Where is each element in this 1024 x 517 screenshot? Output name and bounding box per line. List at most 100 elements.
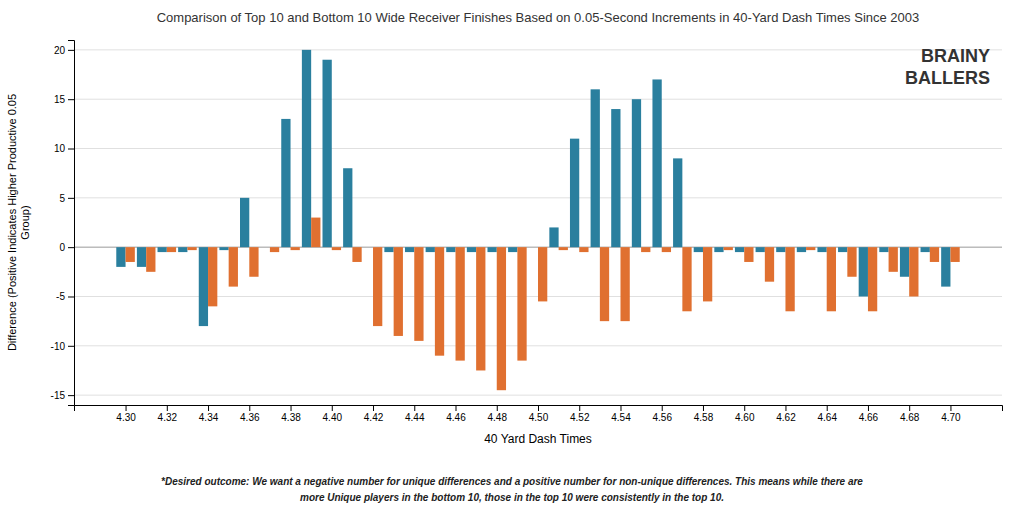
tick: 4.52 [570,405,590,423]
bar [806,247,815,250]
tick: 4.70 [941,405,961,423]
tick-mark [68,99,74,100]
axis-line [75,406,1003,412]
tick-label: 4.58 [694,412,714,423]
bar [889,247,898,272]
tick-mark [208,405,209,411]
grid-line [74,197,1002,198]
logo-text: BALLERS [905,68,990,88]
grid [74,50,1002,395]
tick-mark [249,405,250,411]
tick-label: 4.48 [488,412,508,423]
bar [682,247,691,311]
chart: 4.304.324.344.364.384.404.424.444.464.48… [0,0,1024,517]
bar [487,247,496,252]
tick-label: 4.70 [941,412,961,423]
bar [900,247,909,277]
tick-label: 20 [54,45,66,56]
bar [373,247,382,326]
bar [579,247,588,252]
x-axis: 4.304.324.344.364.384.404.424.444.464.48… [75,405,1003,423]
bar [641,247,650,252]
bar [538,247,547,301]
series [116,50,950,326]
grid-line [74,99,1002,100]
tick-mark [744,405,745,411]
tick: 4.50 [529,405,549,423]
bar [703,247,712,301]
tick-mark [68,50,74,51]
bar [261,247,270,248]
tick: 20 [54,45,74,56]
bar [187,247,196,250]
tick-mark [827,405,828,411]
tick-mark [538,405,539,411]
bar [632,99,641,247]
tick-label: -15 [51,390,66,401]
bar [456,247,465,360]
tick: -15 [51,390,74,401]
bar [219,247,228,250]
bar [673,158,682,247]
plot: 4.304.324.344.364.384.404.424.444.464.48… [51,41,1003,424]
bar [817,247,826,252]
grid-line [74,49,1002,50]
tick-label: 4.36 [240,412,260,423]
bar [662,247,671,252]
tick: -5 [56,291,74,302]
tick: 4.66 [859,405,879,423]
tick-label: 4.60 [735,412,755,423]
bar [240,198,249,247]
bar [208,247,217,306]
grid-line [74,148,1002,149]
tick-mark [868,405,869,411]
bar [559,247,568,250]
tick-label: 4.44 [405,412,425,423]
tick: 4.68 [900,405,920,423]
tick: 4.42 [364,405,384,423]
bar [508,247,517,252]
bar [497,247,506,390]
tick-mark [68,296,74,297]
bar [126,247,135,262]
bar [343,168,352,247]
bar [137,247,146,267]
tick-label: 4.68 [900,412,920,423]
tick-label: 4.30 [116,412,136,423]
tick-mark [620,405,621,411]
bar [446,247,455,252]
tick-mark [950,405,951,411]
tick: -10 [51,341,74,352]
tick-label: 0 [59,242,65,253]
bar [950,247,959,262]
tick-label: 4.54 [611,412,631,423]
tick-mark [456,405,457,411]
tick-mark [332,405,333,411]
bar [847,247,856,277]
bar [652,79,661,247]
tick-mark [785,405,786,411]
tick: 4.38 [281,405,301,423]
tick: 4.36 [240,405,260,423]
tick-mark [291,405,292,411]
tick: 4.62 [776,405,796,423]
bar [797,247,806,252]
tick: 4.48 [488,405,508,423]
tick-label: 4.40 [323,412,343,423]
tick: 4.34 [199,405,219,423]
tick-mark [167,405,168,411]
tick-label: -5 [56,291,65,302]
tick-label: 4.38 [281,412,301,423]
tick: 4.58 [694,405,714,423]
bar [332,247,341,250]
tick-mark [68,395,74,396]
tick-label: 15 [54,94,66,105]
bar [600,247,609,321]
tick-mark [579,405,580,411]
tick: 10 [54,143,74,154]
bar [838,247,847,252]
tick-mark [909,405,910,411]
tick-mark [68,149,74,150]
bar [476,247,485,370]
tick: 4.56 [652,405,672,423]
